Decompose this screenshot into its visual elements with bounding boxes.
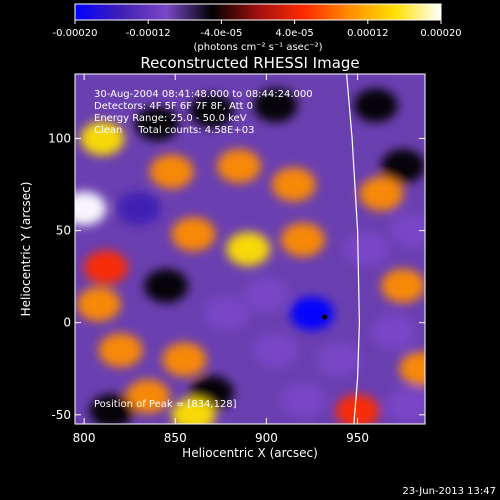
heatmap-blob <box>317 342 362 377</box>
colorbar-tick-label: 4.0e-05 <box>275 28 313 39</box>
heatmap-blob <box>335 394 380 424</box>
heatmap-blob <box>149 154 194 189</box>
peak-position-label: Position of Peak = [834,128] <box>94 399 237 410</box>
heatmap-blob <box>280 222 325 257</box>
heatmap-blob <box>144 268 189 303</box>
colorbar <box>74 3 442 21</box>
info-block: 30-Aug-2004 08:41:48.000 to 08:44:24.000… <box>94 89 313 136</box>
y-tick-label: 50 <box>56 224 71 238</box>
heatmap-blob <box>372 314 417 349</box>
colorbar-tick-label: 0.00020 <box>420 28 461 39</box>
colorbar-units-label: (photons cm⁻² s⁻¹ asec⁻²) <box>193 42 322 53</box>
footer-timestamp: 23-Jun-2013 13:47 <box>402 486 496 497</box>
heatmap-blob <box>381 149 425 184</box>
heatmap-blob <box>76 287 121 322</box>
heatmap-blob <box>289 296 334 331</box>
heatmap-blob <box>189 93 234 128</box>
info-line-counts: Clean Total counts: 4.58E+03 <box>94 125 254 136</box>
heatmap-blob <box>171 397 216 424</box>
colorbar-tick-label: -4.0e-05 <box>200 28 242 39</box>
heatmap-blob <box>98 333 143 368</box>
heatmap-blob <box>271 167 316 202</box>
heatmap-blob <box>89 394 134 424</box>
heatmap-blob <box>125 379 170 414</box>
heatmap-blob <box>171 217 216 252</box>
heatmap-blob <box>204 296 249 331</box>
info-line-energy: Energy Range: 25.0 - 50.0 keV <box>94 113 247 124</box>
heatmap-blob <box>80 121 125 156</box>
heatmap-blob <box>226 232 271 266</box>
y-axis: -50 0 50 100 <box>48 131 425 422</box>
x-tick-label: 950 <box>346 431 369 445</box>
heatmap-blob <box>399 351 425 386</box>
heatmap-blob <box>244 278 289 313</box>
info-line-detectors: Detectors: 4F 5F 6F 7F 8F, Att 0 <box>94 101 253 112</box>
colorbar-ticks: -0.00020 -0.00012 -4.0e-05 4.0e-05 0.00012 0.… <box>53 20 462 39</box>
heatmap-blob <box>386 388 425 423</box>
heatmap-blob <box>344 232 389 266</box>
x-axis-label: Heliocentric X (arcsec) <box>182 446 318 460</box>
heatmap-blob <box>280 383 325 418</box>
x-tick-label: 900 <box>255 431 278 445</box>
plot-frame <box>74 73 426 425</box>
y-tick-label: -50 <box>51 408 71 422</box>
heatmap-blob <box>162 342 207 377</box>
solar-limb-line <box>346 74 361 424</box>
heatmap-blob <box>217 149 262 184</box>
info-line-time: 30-Aug-2004 08:41:48.000 to 08:44:24.000 <box>94 89 313 100</box>
heatmap-layer <box>75 88 425 424</box>
x-tick-label: 850 <box>164 431 187 445</box>
x-axis: 800 850 900 950 <box>73 74 369 445</box>
y-axis-label: Heliocentric Y (arcsec) <box>19 182 33 317</box>
y-tick-label: 0 <box>63 316 71 330</box>
heatmap-blob <box>253 88 298 123</box>
heatmap-blob <box>135 106 180 141</box>
y-tick-label: 100 <box>48 131 71 145</box>
peak-marker <box>322 314 328 320</box>
heatmap-blob <box>116 191 161 226</box>
heatmap-blob <box>359 176 404 211</box>
heatmap-blob <box>353 88 398 123</box>
chart-title: Reconstructed RHESSI Image <box>140 54 359 72</box>
colorbar-tick-label: -0.00012 <box>126 28 171 39</box>
heatmap-blob <box>253 333 298 368</box>
heatmap-blob <box>83 250 128 285</box>
colorbar-tick-label: -0.00020 <box>53 28 98 39</box>
x-tick-label: 800 <box>73 431 96 445</box>
heatmap-blob <box>381 268 425 303</box>
heatmap-blob <box>75 191 107 226</box>
colorbar-tick-label: 0.00012 <box>347 28 388 39</box>
heatmap-blob <box>390 213 425 248</box>
